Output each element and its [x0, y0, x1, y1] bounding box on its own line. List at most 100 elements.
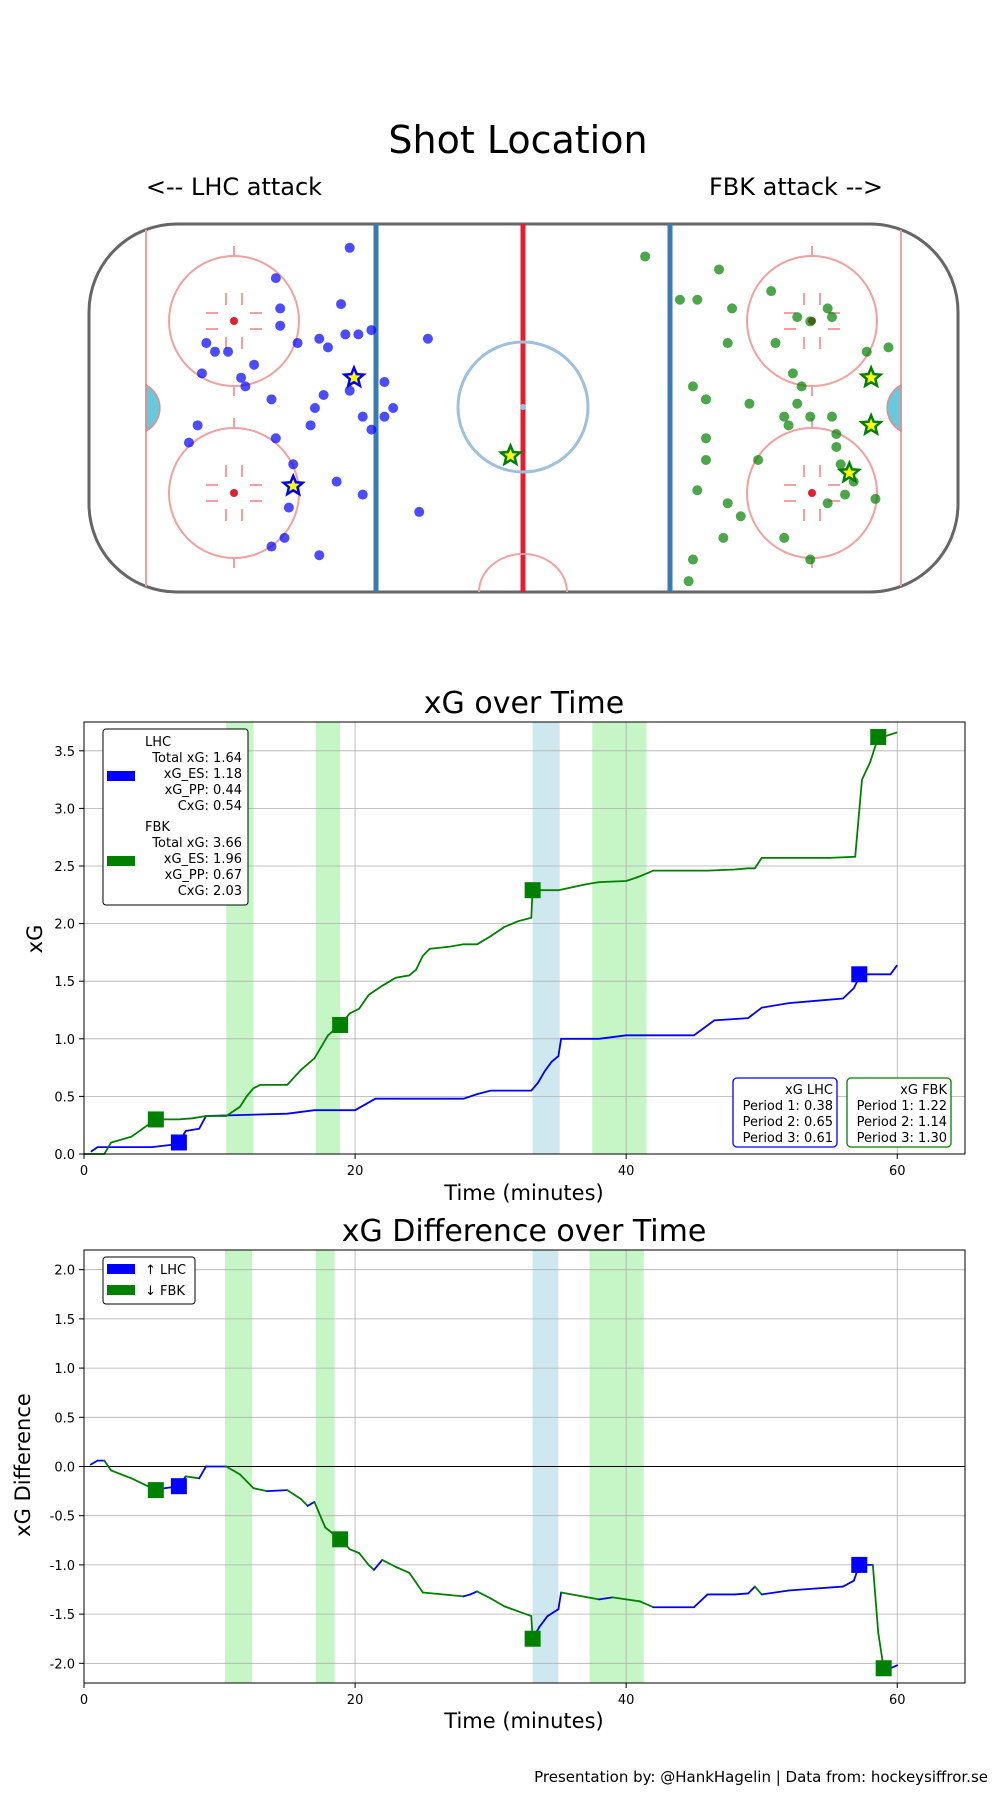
shot-dot-fbk-22 — [805, 411, 816, 422]
shot-dot-fbk-20 — [779, 411, 790, 422]
xg-axes-frame — [83, 721, 966, 1155]
diff-diff-segment-3 — [103, 1459, 113, 1472]
shot-dot-lhc-14 — [223, 346, 234, 357]
goal-star-fbk-2 — [836, 459, 862, 484]
period-fbk-p3: Period 3: 1.30 — [857, 1131, 947, 1146]
shot-dot-fbk-35 — [840, 489, 851, 500]
legend-fbk-es: xG_ES: 1.96 — [164, 852, 242, 867]
shot-dot-fbk-24 — [831, 428, 842, 439]
shot-dot-lhc-16 — [236, 372, 247, 383]
legend-swatch-lhc — [107, 771, 135, 781]
diff-diff-segment-49 — [733, 1592, 750, 1596]
xg-x-tick-label-2: 40 — [618, 1164, 635, 1179]
shot-dot-fbk-23 — [826, 411, 837, 422]
diff-y-tick-label-5: -0.5 — [50, 1510, 75, 1525]
xg-legend: LHC Total xG: 1.64 xG_ES: 1.18 xG_PP: 0.… — [102, 728, 249, 906]
diff-chart-title: xG Difference over Time — [342, 1214, 707, 1249]
xg-x-tick-label-0: 0 — [80, 1164, 88, 1179]
diff-diff-segment-32 — [476, 1590, 492, 1600]
diff-diff-segment-4 — [110, 1469, 133, 1480]
period-lhc-p2: Period 2: 0.65 — [743, 1115, 833, 1130]
shot-dot-fbk-37 — [718, 532, 729, 543]
shot-dot-lhc-23 — [379, 411, 390, 422]
shot-dot-fbk-11 — [770, 338, 781, 349]
shot-dot-lhc-5 — [292, 338, 303, 349]
diff-diff-segment-47 — [693, 1593, 709, 1609]
diff-diff-segment-33 — [489, 1597, 506, 1608]
shot-dot-fbk-29 — [835, 459, 846, 470]
diff-diff-segment-38 — [538, 1615, 549, 1628]
diff-y-tick-label-8: -2.0 — [50, 1657, 75, 1672]
diff-x-tick-label-1: 20 — [347, 1693, 364, 1708]
diff-diff-segment-9 — [184, 1475, 201, 1480]
diff-diff-segment-58 — [871, 1564, 880, 1634]
diff-diff-segment-44 — [625, 1598, 641, 1603]
goal-star-lhc-1 — [280, 472, 306, 497]
diff-diff-segment-16 — [286, 1489, 302, 1500]
diff-legend-swatch-lhc — [107, 1264, 135, 1274]
shot-dot-fbk-12 — [861, 346, 872, 357]
shot-map-title: Shot Location — [388, 118, 647, 162]
shot-markers — [183, 242, 894, 587]
period-box-fbk-frame — [846, 1077, 952, 1148]
diff-diff-segment-15 — [266, 1489, 289, 1493]
diff-diff-segment-14 — [252, 1487, 268, 1493]
shot-dot-lhc-13 — [196, 368, 207, 379]
shot-dot-fbk-17 — [787, 368, 798, 379]
shot-dot-lhc-34 — [279, 532, 290, 543]
period-box-lhc-frame — [732, 1077, 838, 1148]
shot-dot-fbk-39 — [687, 554, 698, 565]
goal-star-fbk-3 — [497, 442, 524, 467]
shot-dot-fbk-31 — [722, 498, 733, 509]
shot-dot-fbk-19 — [792, 398, 803, 409]
shot-dot-fbk-33 — [870, 493, 881, 504]
legend-fbk-pp: xG_PP: 0.67 — [165, 868, 242, 883]
period-fbk-title: xG FBK — [900, 1083, 947, 1098]
diff-diff-segment-54 — [815, 1585, 844, 1590]
shot-dot-lhc-4 — [275, 320, 286, 331]
shot-dot-lhc-10 — [366, 325, 377, 336]
shot-dot-lhc-0 — [344, 242, 355, 253]
diff-goal-marker-lhc-1 — [851, 1556, 868, 1573]
diff-goal-marker-fbk-2 — [524, 1630, 541, 1647]
diff-diff-segment-50 — [747, 1585, 756, 1595]
period-fbk-p2: Period 2: 1.14 — [857, 1115, 947, 1130]
xg-pp-fbk-band-2 — [592, 722, 647, 1154]
diff-diff-segment-10 — [198, 1465, 207, 1480]
shot-dot-lhc-31 — [331, 476, 342, 487]
xg-goal-marker-fbk-2 — [524, 882, 541, 899]
shot-dot-lhc-25 — [309, 403, 320, 413]
diff-diff-segment-42 — [598, 1596, 614, 1601]
diff-diff-segment-34 — [503, 1605, 519, 1613]
legend-lhc-es: xG_ES: 1.18 — [164, 767, 242, 782]
xg-goal-marker-fbk-1 — [332, 1016, 349, 1033]
shot-dot-lhc-28 — [183, 437, 194, 448]
goal-star-lhc-0 — [341, 364, 367, 389]
shot-map: Shot Location <-- LHC attack FBK attack … — [87, 118, 960, 594]
lhc-attack-label: <-- LHC attack — [146, 173, 322, 201]
shot-dot-lhc-33 — [283, 502, 294, 513]
diff-chart: xG Difference over Time 0 20 40 60 2.0 1.5 1.0… — [11, 1214, 966, 1733]
diff-x-tick-label-3: 60 — [889, 1693, 906, 1708]
diff-y-axis-label: xG Difference — [11, 1393, 35, 1537]
goal-star-fbk-0 — [858, 364, 884, 389]
shot-dot-fbk-30 — [692, 485, 703, 496]
left-crease — [145, 383, 161, 433]
fbk-attack-label: FBK attack --> — [709, 173, 883, 201]
diff-legend-fbk: ↓ FBK — [145, 1284, 185, 1299]
xg-y-tick-label-4: 2.0 — [54, 918, 75, 933]
shot-dot-lhc-38 — [422, 333, 433, 344]
diff-diff-segment-55 — [842, 1579, 855, 1588]
diff-diff-segment-51 — [754, 1585, 763, 1596]
shot-dot-fbk-18 — [796, 381, 807, 392]
diff-diff-segment-43 — [611, 1596, 628, 1601]
diff-y-tick-label-6: -1.0 — [50, 1559, 75, 1574]
shot-dot-fbk-10 — [722, 338, 733, 349]
goal-star-fbk-1 — [858, 411, 884, 437]
shot-dot-lhc-24 — [366, 424, 377, 435]
shot-dot-lhc-39 — [357, 411, 368, 422]
shot-dot-lhc-35 — [266, 541, 277, 552]
shot-dot-lhc-22 — [388, 403, 399, 413]
diff-diff-segment-27 — [394, 1565, 411, 1574]
